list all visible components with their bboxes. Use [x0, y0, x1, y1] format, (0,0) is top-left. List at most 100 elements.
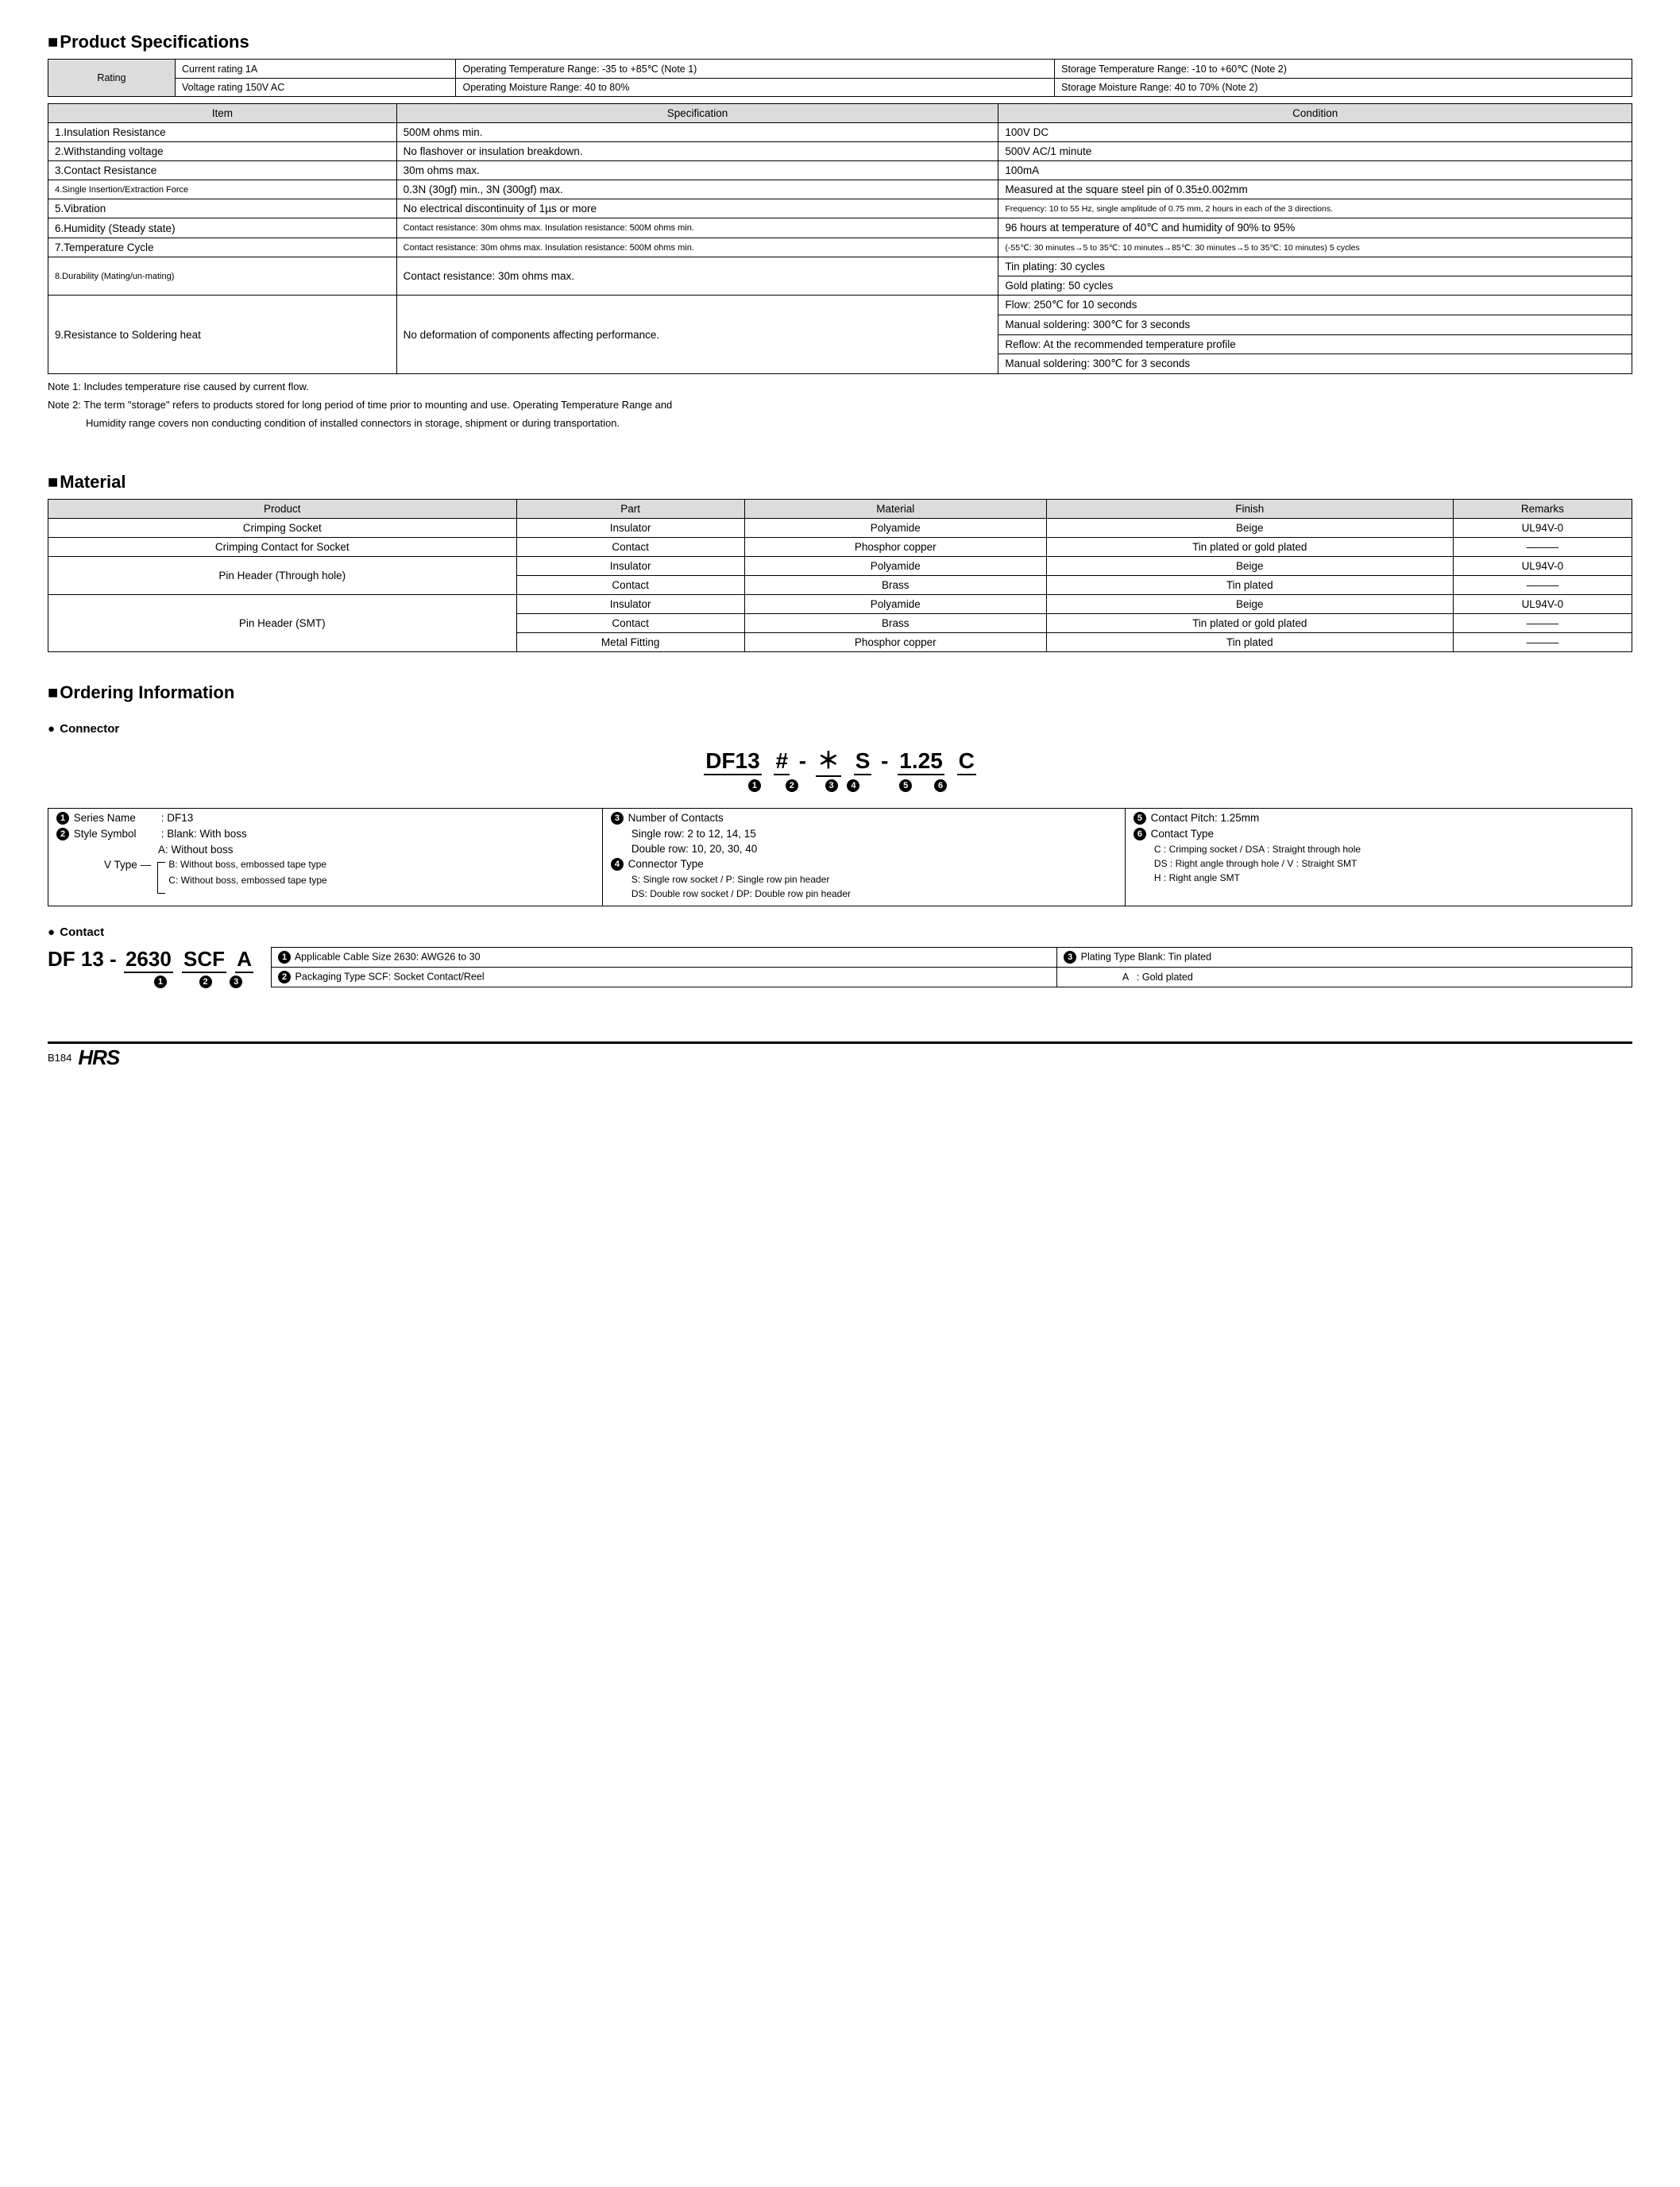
note-2b: Humidity range covers non conducting con… [48, 417, 1632, 429]
material-cell: UL94V-0 [1453, 557, 1632, 576]
material-title: Material [60, 472, 126, 493]
material-table: Product Part Material Finish Remarks Cri… [48, 499, 1632, 652]
spec-item: 9.Resistance to Soldering heat [48, 296, 397, 374]
material-product: Pin Header (Through hole) [48, 557, 517, 595]
spec-item: 3.Contact Resistance [48, 161, 397, 180]
spec-header-cond: Condition [998, 104, 1632, 123]
material-cell: Tin plated or gold plated [1046, 614, 1453, 633]
spec-specification: 500M ohms min. [396, 123, 998, 142]
material-cell: Beige [1046, 595, 1453, 614]
note-2a: Note 2: The term "storage" refers to pro… [48, 399, 1632, 411]
material-cell: UL94V-0 [1453, 595, 1632, 614]
spec-condition: Tin plating: 30 cycles [998, 257, 1632, 276]
material-cell: Beige [1046, 557, 1453, 576]
spec-item: 5.Vibration [48, 199, 397, 218]
connector-sub: Connector [48, 722, 1632, 736]
material-cell: ——— [1453, 614, 1632, 633]
spec-condition: 500V AC/1 minute [998, 142, 1632, 161]
spec-item: 7.Temperature Cycle [48, 238, 397, 257]
ordering-grid: 1 Series Name: DF13 2 Style Symbol: Blan… [48, 808, 1632, 906]
material-cell: Insulator [516, 557, 744, 576]
material-cell: Insulator [516, 519, 744, 538]
spec-specification: Contact resistance: 30m ohms max. Insula… [396, 218, 998, 238]
rating-cell: Storage Moisture Range: 40 to 70% (Note … [1055, 79, 1632, 97]
page-number: B184 [48, 1052, 71, 1064]
contact-part-number: DF 13 - 2630 SCF A [48, 947, 255, 973]
material-cell: Polyamide [744, 519, 1046, 538]
rating-cell: Voltage rating 150V AC [176, 79, 456, 97]
material-cell: Polyamide [744, 595, 1046, 614]
material-cell: ——— [1453, 538, 1632, 557]
rating-cell: Storage Temperature Range: -10 to +60℃ (… [1055, 60, 1632, 79]
logo: HRS [78, 1045, 119, 1070]
material-cell: Tin plated [1046, 576, 1453, 595]
section-title-spec: Product Specifications [48, 32, 1632, 52]
material-product: Crimping Socket [48, 519, 517, 538]
spec-item: 2.Withstanding voltage [48, 142, 397, 161]
spec-specification: 0.3N (30gf) min., 3N (300gf) max. [396, 180, 998, 199]
spec-item: 4.Single Insertion/Extraction Force [48, 180, 397, 199]
material-cell: Brass [744, 576, 1046, 595]
rating-cell: Operating Moisture Range: 40 to 80% [456, 79, 1055, 97]
rating-cell: Current rating 1A [176, 60, 456, 79]
material-cell: Tin plated [1046, 633, 1453, 652]
spec-condition: (-55℃: 30 minutes→5 to 35℃: 10 minutes→8… [998, 238, 1632, 257]
spec-condition: Manual soldering: 300℃ for 3 seconds [998, 354, 1632, 374]
spec-condition: 96 hours at temperature of 40℃ and humid… [998, 218, 1632, 238]
rating-cell: Operating Temperature Range: -35 to +85℃… [456, 60, 1055, 79]
material-cell: Phosphor copper [744, 633, 1046, 652]
spec-condition: Flow: 250℃ for 10 seconds [998, 296, 1632, 315]
mat-h-finish: Finish [1046, 500, 1453, 519]
material-cell: Metal Fitting [516, 633, 744, 652]
material-cell: Contact [516, 576, 744, 595]
spec-condition: Reflow: At the recommended temperature p… [998, 335, 1632, 354]
mat-h-part: Part [516, 500, 744, 519]
rating-table: Rating Current rating 1A Operating Tempe… [48, 59, 1632, 97]
rating-label: Rating [48, 60, 176, 97]
spec-specification: Contact resistance: 30m ohms max. [396, 257, 998, 296]
connector-part-labels: 1 2 3 4 5 6 [48, 779, 1632, 792]
material-cell: Phosphor copper [744, 538, 1046, 557]
mat-h-remarks: Remarks [1453, 500, 1632, 519]
spec-specification: No deformation of components affecting p… [396, 296, 998, 374]
spec-title: Product Specifications [60, 32, 249, 52]
contact-sub: Contact [48, 925, 1632, 939]
material-cell: Insulator [516, 595, 744, 614]
spec-item: 1.Insulation Resistance [48, 123, 397, 142]
spec-item: 6.Humidity (Steady state) [48, 218, 397, 238]
material-cell: ——— [1453, 576, 1632, 595]
material-cell: Contact [516, 538, 744, 557]
section-title-ordering: Ordering Information [48, 682, 1632, 703]
spec-condition: 100mA [998, 161, 1632, 180]
mat-h-material: Material [744, 500, 1046, 519]
contact-table: 1 Applicable Cable Size 2630: AWG26 to 3… [271, 947, 1632, 987]
spec-specification: No electrical discontinuity of 1µs or mo… [396, 199, 998, 218]
section-title-material: Material [48, 472, 1632, 493]
footer: B184 HRS [48, 1041, 1632, 1070]
material-cell: Contact [516, 614, 744, 633]
ordering-title: Ordering Information [60, 682, 234, 703]
material-cell: Polyamide [744, 557, 1046, 576]
spec-condition: Measured at the square steel pin of 0.35… [998, 180, 1632, 199]
spec-specification: No flashover or insulation breakdown. [396, 142, 998, 161]
spec-condition: Gold plating: 50 cycles [998, 276, 1632, 296]
spec-specification: Contact resistance: 30m ohms max. Insula… [396, 238, 998, 257]
material-product: Crimping Contact for Socket [48, 538, 517, 557]
spec-item: 8.Durability (Mating/un-mating) [48, 257, 397, 296]
spec-condition: 100V DC [998, 123, 1632, 142]
note-1: Note 1: Includes temperature rise caused… [48, 381, 1632, 392]
mat-h-product: Product [48, 500, 517, 519]
spec-specification: 30m ohms max. [396, 161, 998, 180]
material-cell: UL94V-0 [1453, 519, 1632, 538]
spec-table: Item Specification Condition 1.Insulatio… [48, 103, 1632, 374]
material-cell: Tin plated or gold plated [1046, 538, 1453, 557]
connector-part-number: DF13 # - ＊ S - 1.25 C [48, 744, 1632, 777]
material-product: Pin Header (SMT) [48, 595, 517, 652]
spec-header-item: Item [48, 104, 397, 123]
material-cell: ——— [1453, 633, 1632, 652]
spec-condition: Manual soldering: 300℃ for 3 seconds [998, 315, 1632, 335]
contact-part-labels: 1 2 3 [48, 975, 255, 988]
spec-header-spec: Specification [396, 104, 998, 123]
material-cell: Beige [1046, 519, 1453, 538]
spec-condition: Frequency: 10 to 55 Hz, single amplitude… [998, 199, 1632, 218]
